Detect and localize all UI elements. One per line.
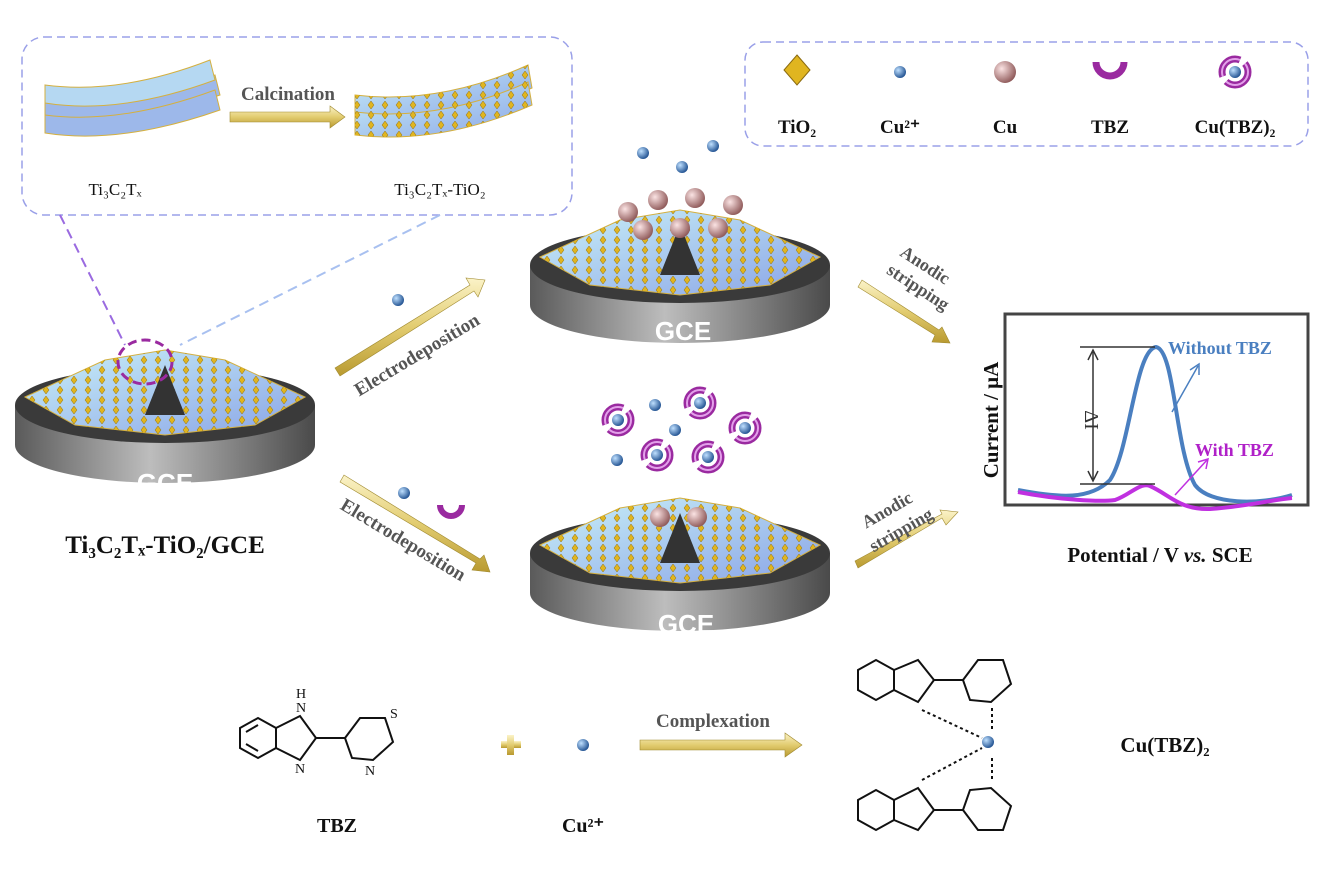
cu-ion-icon bbox=[577, 739, 589, 751]
electrodeposition-arrow-bottom: Electrodeposition bbox=[336, 474, 491, 586]
calcination-inset: Calcination Ti₃C₂Tₓ Ti₃C₂Tₓ-TiO₂ bbox=[21, 36, 573, 216]
legend-label: TBZ bbox=[1091, 117, 1129, 138]
electrode-with-tbz: GCE bbox=[529, 390, 831, 639]
atom-label: N bbox=[296, 701, 306, 716]
cu-tbz-complex-icon bbox=[1222, 59, 1248, 85]
atom-label: N bbox=[365, 764, 375, 779]
legend-with-tbz: With TBZ bbox=[1195, 440, 1274, 460]
complexation-label: Complexation bbox=[656, 711, 770, 732]
tbz-icon bbox=[1092, 61, 1128, 80]
plus-icon bbox=[501, 735, 521, 755]
atom-label: N bbox=[295, 762, 305, 777]
stripping-arrow-top: Anodic stripping bbox=[857, 242, 954, 344]
legend-label: TiO₂ bbox=[778, 117, 816, 138]
tbz-structure bbox=[239, 714, 395, 762]
delta-label: ΔI bbox=[1080, 410, 1102, 430]
stripping-plot: ΔI Without TBZ With TBZ Current / μA Pot… bbox=[979, 312, 1310, 567]
precursor-label: Ti₃C₂Tₓ bbox=[88, 180, 141, 199]
gce-label: GCE bbox=[137, 468, 193, 498]
cu-particle-icon bbox=[994, 61, 1016, 83]
series-with-tbz bbox=[1017, 483, 1293, 512]
zoom-line bbox=[59, 214, 126, 346]
calcination-label: Calcination bbox=[241, 84, 335, 105]
legend-without-tbz: Without TBZ bbox=[1168, 338, 1272, 358]
series-without-tbz bbox=[1017, 344, 1293, 504]
x-axis-label: Potential / V vs. SCE bbox=[1067, 543, 1252, 567]
atom-label: S bbox=[390, 707, 398, 722]
electrode-label: Ti₃C₂Tₓ-TiO₂/GCE bbox=[65, 532, 265, 559]
tio2-diamond-icon bbox=[783, 54, 811, 86]
cu-particles bbox=[618, 188, 743, 240]
legend-label: Cu bbox=[993, 117, 1018, 138]
cu-ion-icon bbox=[894, 66, 906, 78]
highlight-circle bbox=[116, 338, 174, 386]
cu-ion-label: Cu²⁺ bbox=[562, 815, 604, 837]
y-axis-label: Current / μA bbox=[979, 361, 1003, 478]
modified-electrode: GCE Ti₃C₂Tₓ-TiO₂/GCE bbox=[14, 338, 316, 559]
cu-ion-icon bbox=[982, 736, 994, 748]
tbz-icon bbox=[437, 504, 465, 519]
electrodeposition-arrow-top: Electrodeposition bbox=[334, 277, 486, 401]
stripping-arrow-bottom: Anodic stripping bbox=[854, 487, 959, 569]
gce-label: GCE bbox=[658, 609, 714, 639]
electrode-without-tbz: GCE bbox=[529, 140, 831, 346]
legend-label: Cu²⁺ bbox=[880, 117, 920, 138]
ti3c2tx-sheets bbox=[44, 59, 221, 137]
product-label: Ti₃C₂Tₓ-TiO₂ bbox=[394, 180, 485, 199]
calcination-arrow bbox=[229, 105, 346, 129]
atom-label: H bbox=[296, 687, 306, 702]
gce-label: GCE bbox=[655, 316, 711, 346]
zoom-line bbox=[179, 214, 441, 346]
tbz-label: TBZ bbox=[317, 815, 357, 837]
cu-tbz-complexes bbox=[605, 390, 758, 470]
legend-label: Cu(TBZ)₂ bbox=[1195, 117, 1276, 138]
complex-label: Cu(TBZ)₂ bbox=[1120, 733, 1209, 757]
cu-tbz2-structure bbox=[857, 658, 1013, 832]
legend: TiO₂ Cu²⁺ Cu TBZ Cu(TBZ)₂ bbox=[744, 41, 1309, 147]
complexation-arrow bbox=[639, 732, 803, 758]
ti3c2tx-tio2-sheets bbox=[354, 64, 533, 138]
cu-ions bbox=[637, 140, 719, 173]
